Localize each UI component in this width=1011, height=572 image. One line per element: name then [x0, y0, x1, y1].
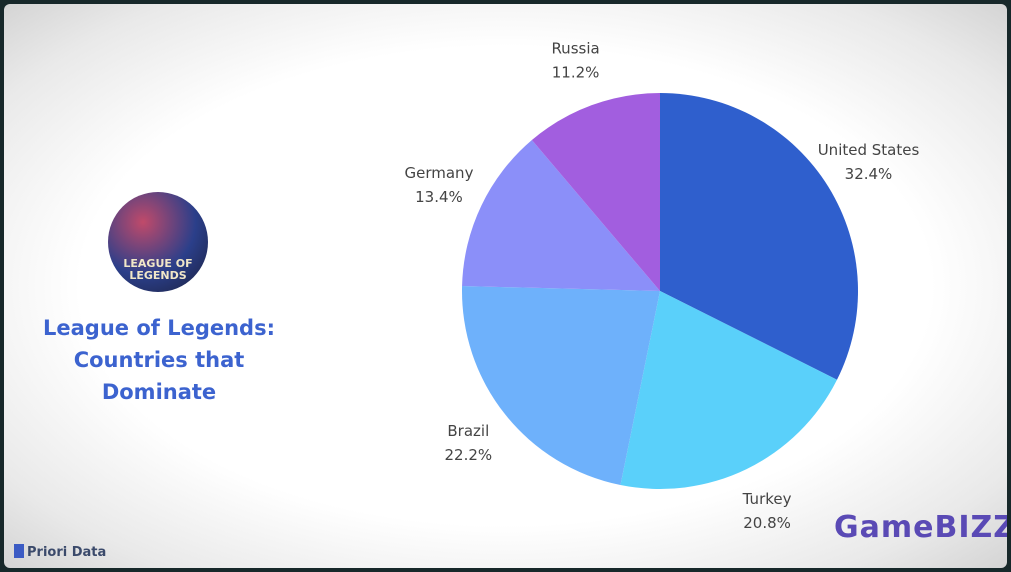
- value-label: 20.8%: [743, 514, 791, 532]
- pie-slice: [461, 286, 660, 486]
- slice-label: United States: [818, 141, 920, 159]
- value-label: 32.4%: [845, 165, 893, 183]
- pie-slice: [620, 291, 837, 489]
- value-label: 22.2%: [444, 446, 492, 464]
- value-label: 13.4%: [415, 188, 463, 206]
- pie-slice: [462, 140, 660, 291]
- slice-label: Turkey: [742, 490, 792, 508]
- logo: LEAGUE OF LEGENDS: [108, 192, 208, 292]
- chart-title: League of Legends: Countries that Domina…: [43, 316, 275, 404]
- frame: LEAGUE OF LEGENDS League of Legends: Cou…: [4, 4, 1007, 568]
- slice-label: Brazil: [447, 422, 489, 440]
- slice-label: Germany: [405, 164, 474, 182]
- chart: United States 32.4% Turkey 20.8% Brazil 22.2%…: [405, 40, 920, 532]
- logo-text: LEAGUE OF LEGENDS: [123, 257, 193, 282]
- slice-label: Russia: [551, 40, 599, 58]
- value-label: 11.2%: [552, 64, 600, 82]
- watermark: GameBIZZ: [834, 510, 1007, 545]
- source: Priori Data: [14, 544, 106, 560]
- pie-slice: [660, 93, 858, 380]
- pie-slice: [531, 93, 660, 291]
